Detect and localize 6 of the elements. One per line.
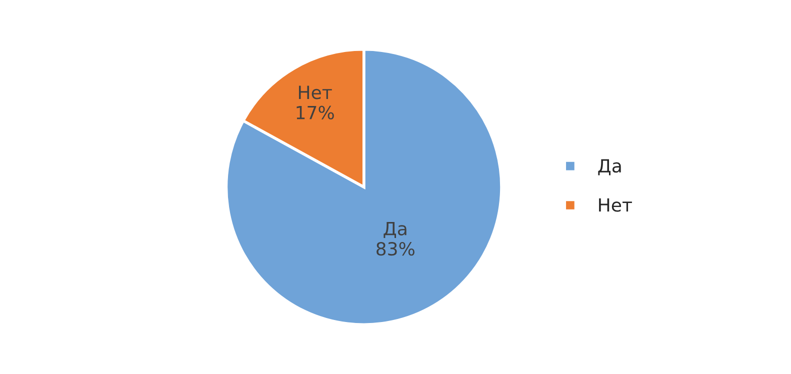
data-label: 83% (376, 242, 414, 256)
data-label: 17% (296, 106, 334, 120)
slice-label: Да (384, 222, 406, 238)
legend-label: Нет (599, 198, 632, 212)
slice-label: Нет (298, 86, 332, 100)
legend-label: Да (598, 159, 621, 176)
